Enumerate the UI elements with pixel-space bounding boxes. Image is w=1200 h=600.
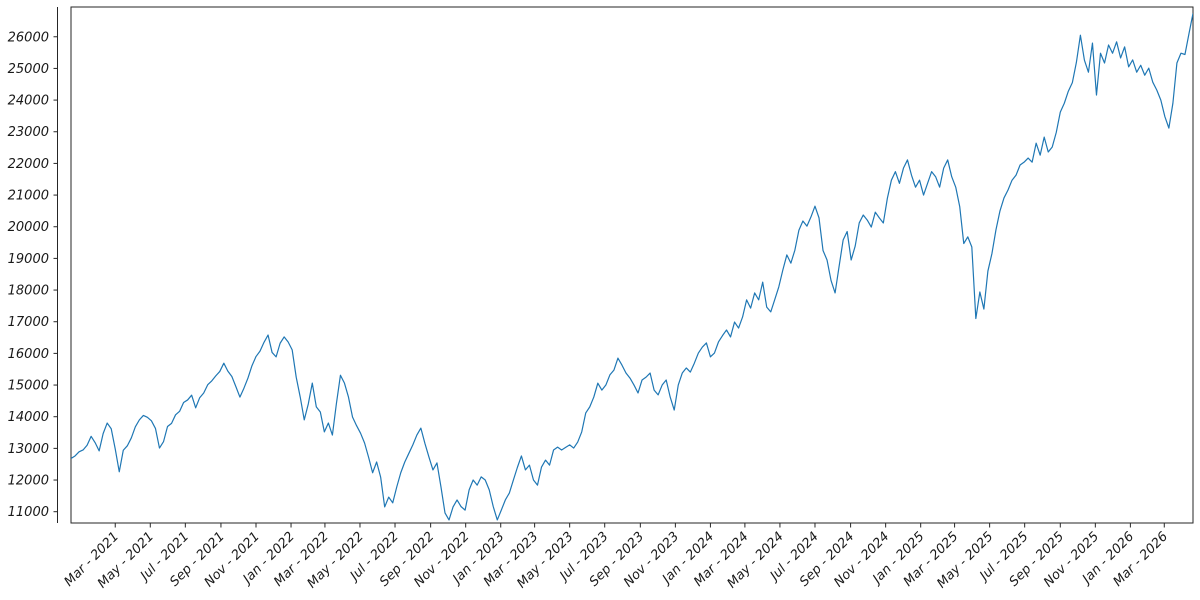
plot-area-frame	[70, 6, 1194, 524]
y-tick-label: 11000	[8, 505, 49, 520]
y-tick-label: 21000	[8, 189, 49, 204]
y-tick-label: 14000	[8, 410, 49, 425]
y-tick-label: 23000	[8, 125, 49, 140]
y-tick-label: 13000	[8, 442, 49, 457]
y-tick-label: 12000	[8, 474, 49, 489]
price-line	[71, 13, 1193, 521]
y-tick-label: 16000	[8, 347, 49, 362]
y-tick-label: 25000	[8, 62, 49, 77]
y-tick-label: 20000	[8, 220, 49, 235]
y-tick-label: 22000	[8, 157, 49, 172]
y-tick-label: 17000	[8, 315, 49, 330]
y-tick-label: 19000	[8, 252, 49, 267]
y-tick-label: 26000	[8, 30, 49, 45]
y-tick-label: 18000	[8, 284, 49, 299]
y-tick-label: 15000	[8, 379, 49, 394]
y-tick-label: 24000	[8, 94, 49, 109]
